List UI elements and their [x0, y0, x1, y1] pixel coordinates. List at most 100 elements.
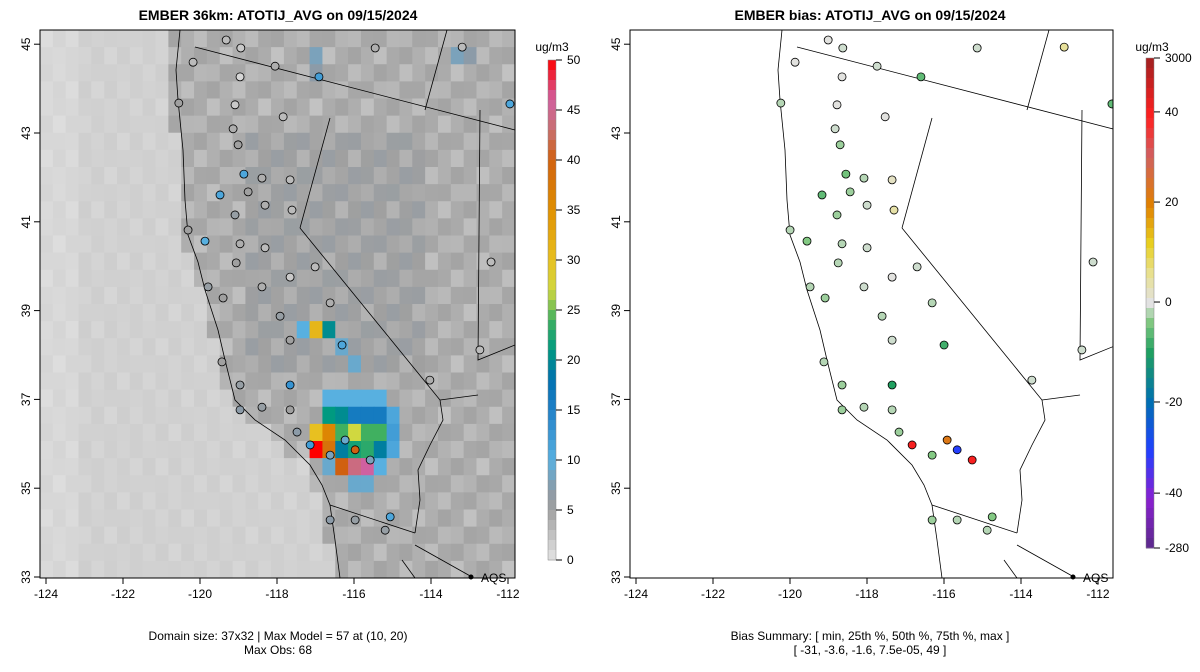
x-tick-label: -124: [624, 587, 648, 601]
grid-cell: [437, 492, 452, 511]
grid-cell: [155, 235, 169, 254]
colorbar-tick-label: 35: [567, 203, 581, 217]
grid-cell: [412, 98, 426, 117]
colorbar-segment: [548, 430, 556, 441]
grid-cell: [219, 526, 234, 545]
grid-cell: [219, 235, 234, 254]
grid-cell: [373, 269, 388, 288]
grid-cell: [335, 321, 349, 339]
grid-cell: [219, 389, 234, 408]
station-bias-marker: [912, 262, 922, 272]
grid-cell: [412, 184, 426, 202]
grid-cell: [142, 132, 157, 151]
colorbar-segment: [548, 200, 556, 211]
model-panel: EMBER 36km: ATOTIJ_AVG on 09/15/2024 -12…: [19, 7, 581, 657]
grid-cell: [309, 184, 324, 202]
grid-cell: [425, 509, 439, 528]
grid-cell: [117, 98, 131, 117]
grid-cell: [425, 149, 439, 168]
station-bias-marker: [859, 402, 869, 412]
grid-cell: [502, 492, 515, 511]
bias-panel: EMBER bias: ATOTIJ_AVG on 09/15/2024 -12…: [609, 7, 1192, 657]
colorbar-segment: [1146, 398, 1154, 409]
grid-cell: [348, 47, 362, 65]
grid-cell: [219, 475, 234, 493]
grid-cell: [232, 338, 247, 356]
grid-cell: [373, 286, 388, 305]
grid-cell: [65, 47, 80, 65]
grid-cell: [194, 458, 208, 476]
grid-cell: [78, 132, 92, 151]
grid-cell: [283, 509, 298, 528]
x-tick-label: -118: [265, 587, 288, 601]
grid-cell: [129, 167, 144, 185]
grid-cell: [219, 201, 234, 219]
grid-cell: [322, 30, 336, 48]
grid-cell: [78, 98, 92, 117]
grid-cell: [232, 81, 247, 100]
grid-cell: [412, 81, 426, 100]
grid-cell: [65, 355, 80, 374]
grid-cell: [181, 543, 195, 562]
grid-cell: [322, 81, 336, 100]
grid-cell: [142, 304, 157, 322]
grid-cell: [40, 304, 54, 322]
grid-cell: [322, 389, 336, 408]
grid-cell: [386, 475, 401, 493]
grid-cell: [258, 64, 272, 82]
grid-cell: [502, 321, 515, 339]
grid-cell: [245, 441, 259, 459]
grid-cell: [450, 458, 465, 476]
grid-cell: [425, 81, 439, 100]
grid-cell: [78, 252, 92, 271]
grid-cell: [296, 286, 311, 305]
grid-cell: [309, 30, 324, 48]
grid-cell: [181, 167, 195, 185]
grid-cell: [437, 406, 452, 425]
grid-cell: [129, 269, 144, 288]
grid-cell: [52, 372, 67, 391]
grid-cell: [476, 321, 490, 339]
grid-cell: [194, 184, 208, 202]
station-obs-marker: [235, 405, 245, 415]
colorbar-segment: [1146, 108, 1154, 119]
grid-cell: [489, 201, 503, 219]
grid-cell: [348, 115, 362, 134]
grid-cell: [129, 509, 144, 528]
station-bias-marker: [887, 272, 897, 282]
grid-cell: [399, 235, 413, 254]
grid-cell: [155, 252, 169, 271]
grid-cell: [360, 526, 375, 545]
grid-cell: [206, 475, 221, 493]
grid-cell: [360, 475, 375, 493]
grid-cell: [373, 149, 388, 168]
grid-cell: [232, 492, 247, 511]
grid-cell: [412, 167, 426, 185]
grid-cell: [360, 321, 375, 339]
grid-cell: [386, 441, 401, 459]
grid-cell: [386, 269, 401, 288]
grid-cell: [78, 355, 92, 374]
grid-cell: [129, 81, 144, 100]
grid-cell: [91, 269, 105, 288]
grid-cell: [245, 389, 259, 408]
grid-cell: [104, 184, 118, 202]
grid-cell: [52, 441, 67, 459]
grid-cell: [271, 355, 285, 374]
grid-cell: [463, 30, 478, 48]
grid-cell: [40, 441, 54, 459]
grid-cell: [117, 201, 131, 219]
grid-cell: [78, 406, 92, 425]
grid-cell: [489, 304, 503, 322]
grid-cell: [155, 389, 169, 408]
grid-cell: [52, 184, 67, 202]
grid-cell: [348, 423, 362, 442]
grid-cell: [296, 304, 311, 322]
grid-cell: [335, 560, 349, 578]
grid-cell: [502, 269, 515, 288]
grid-cell: [219, 372, 234, 391]
station-bias-marker: [1088, 257, 1098, 267]
grid-cell: [437, 235, 452, 254]
grid-cell: [245, 167, 259, 185]
colorbar-segment: [548, 550, 556, 561]
